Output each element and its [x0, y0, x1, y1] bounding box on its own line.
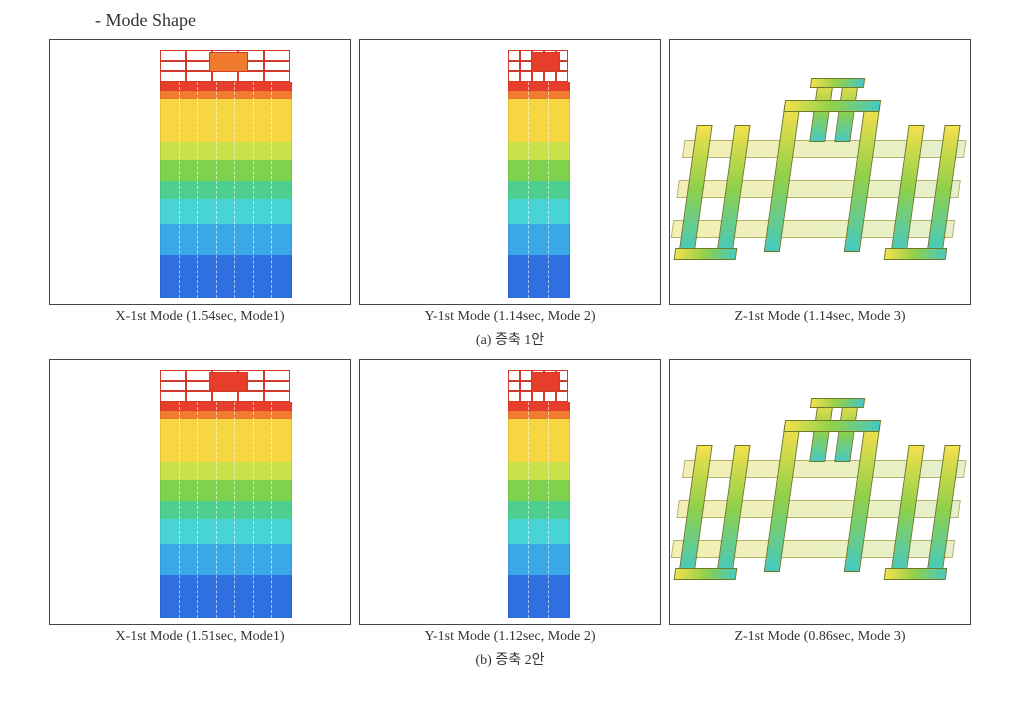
panel-caption: Z-1st Mode (0.86sec, Mode 3) [734, 629, 905, 645]
panel-caption: Y-1st Mode (1.14sec, Mode 2) [424, 309, 595, 325]
top-cap [531, 52, 560, 72]
panel-caption: Z-1st Mode (1.14sec, Mode 3) [734, 309, 905, 325]
figure-cell: X-1st Mode (1.54sec, Mode1) [49, 39, 351, 325]
row-group-label: (b) 증축 2안 [40, 649, 980, 669]
figure-cell: Y-1st Mode (1.14sec, Mode 2) [359, 39, 661, 325]
mode-tower [160, 82, 290, 298]
figure-cell: Z-1st Mode (1.14sec, Mode 3) [669, 39, 971, 325]
section-heading: - Mode Shape [95, 10, 980, 31]
mode-tower [160, 402, 290, 618]
panel-caption: Y-1st Mode (1.12sec, Mode 2) [424, 629, 595, 645]
figure-row: X-1st Mode (1.54sec, Mode1) Y-1st Mode (1… [40, 39, 980, 325]
figure-cell: X-1st Mode (1.51sec, Mode1) [49, 359, 351, 645]
figure-grid: X-1st Mode (1.54sec, Mode1) Y-1st Mode (1… [40, 39, 980, 669]
mode-panel [359, 359, 661, 625]
mode-panel [669, 359, 971, 625]
mode-tower [508, 82, 568, 298]
mode-panel [669, 39, 971, 305]
top-cap [531, 372, 560, 392]
mode-panel [49, 359, 351, 625]
figure-row: X-1st Mode (1.51sec, Mode1) Y-1st Mode (1… [40, 359, 980, 645]
figure-cell: Y-1st Mode (1.12sec, Mode 2) [359, 359, 661, 645]
torsion-plan [669, 70, 971, 274]
mode-panel [49, 39, 351, 305]
torsion-plan [669, 390, 971, 594]
top-cap [209, 372, 247, 392]
row-group-label: (a) 증축 1안 [40, 329, 980, 349]
figure-cell: Z-1st Mode (0.86sec, Mode 3) [669, 359, 971, 645]
mode-panel [359, 39, 661, 305]
figure-row-group: X-1st Mode (1.54sec, Mode1) Y-1st Mode (1… [40, 39, 980, 349]
panel-caption: X-1st Mode (1.54sec, Mode1) [115, 309, 284, 325]
top-cap [209, 52, 247, 72]
figure-row-group: X-1st Mode (1.51sec, Mode1) Y-1st Mode (1… [40, 359, 980, 669]
mode-tower [508, 402, 568, 618]
panel-caption: X-1st Mode (1.51sec, Mode1) [115, 629, 284, 645]
